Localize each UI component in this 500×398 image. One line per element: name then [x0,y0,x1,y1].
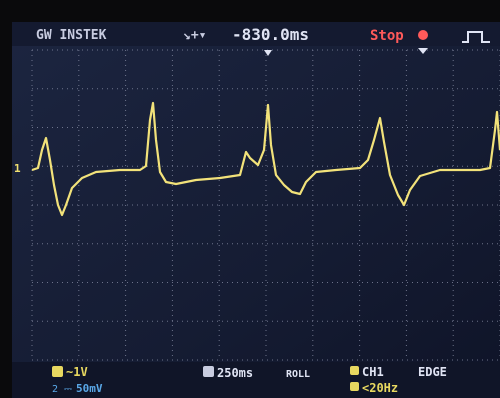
delay-icon: ↘+▾ [183,28,206,43]
ch1-badge [52,366,63,377]
page: {"header": {"brand": "GW INSTEK", "delay… [0,0,500,398]
filter-badge [350,382,359,391]
trigger-type: EDGE [418,365,447,379]
trigger-source: CH1 [362,365,384,379]
display [12,22,500,392]
ch2-scale: 50mV [76,382,103,395]
brand: GW INSTEK [36,28,107,43]
timebase: 250ms [217,366,253,380]
timebase-badge [203,366,214,377]
ch2-badge: 2 ⎓ [52,384,72,395]
trigger-badge [350,366,359,375]
channel-marker: 1 [14,162,21,175]
mode: ROLL [286,369,310,380]
delay: -830.0ms [232,25,309,44]
oscilloscope-screen: GW INSTEK ↘+▾ -830.0ms Stop 1 ~1V 2 ⎓ 50… [0,0,500,398]
trigger-filter: <20Hz [362,381,398,395]
ch1-scale: ~1V [66,365,88,379]
status-icon [418,30,428,40]
run-status: Stop [370,28,404,44]
